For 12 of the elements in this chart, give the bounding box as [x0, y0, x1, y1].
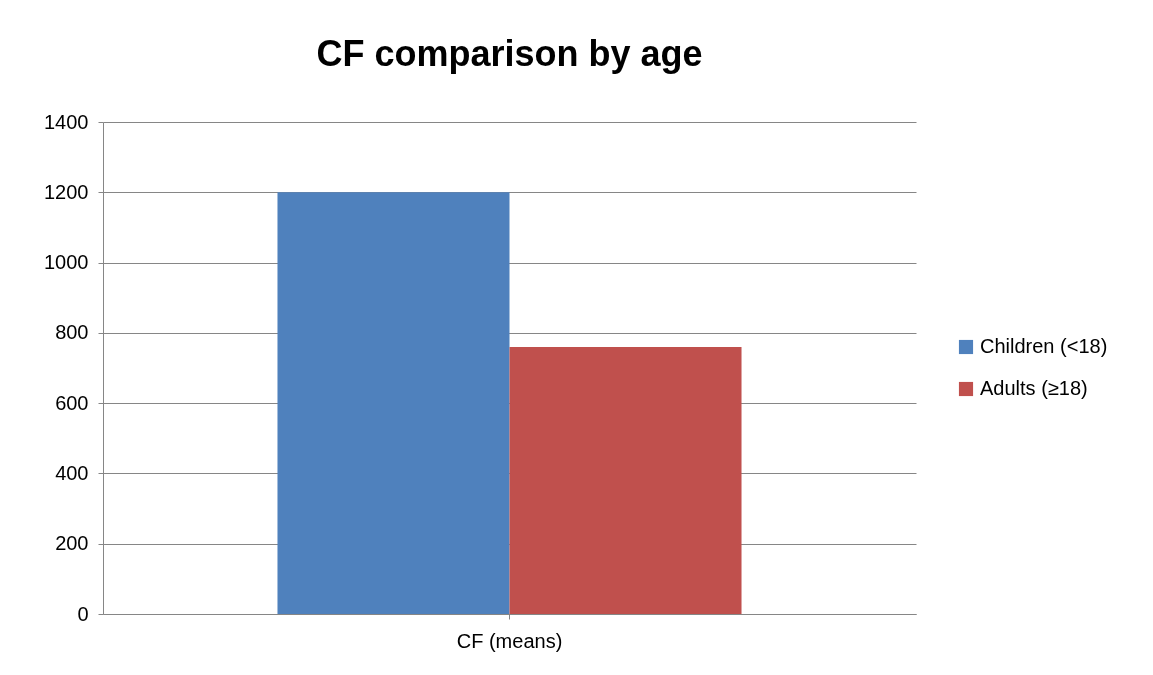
- y-tick-label: 800: [55, 321, 89, 344]
- x-tick-label: CF (means): [456, 629, 563, 652]
- legend-label: Adults (≥18): [980, 377, 1088, 399]
- y-tick-label: 0: [77, 602, 89, 625]
- chart-title: CF comparison by age: [316, 33, 703, 74]
- y-tick-label: 400: [55, 461, 89, 484]
- legend-label: Children (<18): [980, 335, 1108, 357]
- y-tick-label: 200: [55, 532, 89, 555]
- y-tick-label: 1400: [44, 110, 89, 133]
- y-tick-label: 1000: [44, 251, 89, 274]
- y-tick-label: 1200: [44, 180, 89, 203]
- y-tick-label: 600: [55, 391, 89, 414]
